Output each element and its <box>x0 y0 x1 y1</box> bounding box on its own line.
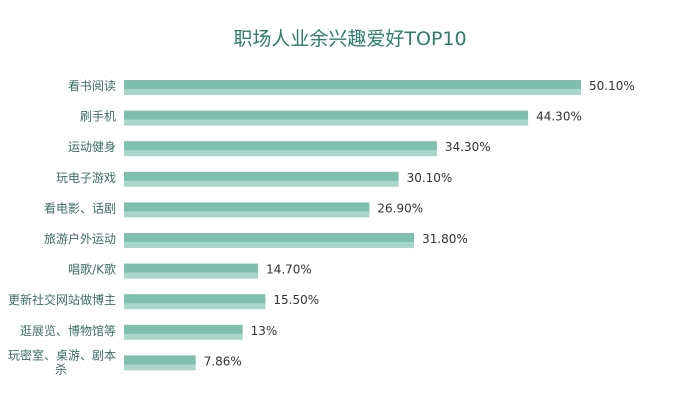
category-label: 刷手机 <box>80 110 116 124</box>
bar <box>124 233 415 242</box>
chart-title: 职场人业余兴趣爱好TOP10 <box>233 28 467 50</box>
value-label: 15.50% <box>273 293 319 307</box>
bar <box>124 141 437 151</box>
category-label: 玩密室、桌游、剧本杀 <box>8 347 116 376</box>
category-label: 运动健身 <box>68 139 116 154</box>
category-label: 更新社交网站做博主 <box>8 292 116 307</box>
bar <box>124 324 243 334</box>
bar <box>124 80 581 89</box>
bar <box>124 355 196 365</box>
category-label: 看书阅读 <box>68 79 116 93</box>
category-label: 旅游户外运动 <box>44 231 116 246</box>
value-label: 26.90% <box>377 201 423 215</box>
category-label: 看电影、话剧 <box>44 201 116 215</box>
value-label: 44.30% <box>536 110 582 124</box>
bar <box>124 294 266 304</box>
category-label: 玩电子游戏 <box>56 171 116 185</box>
category-label: 唱歌/K歌 <box>68 262 116 277</box>
bar <box>124 263 259 273</box>
value-label: 13% <box>251 324 278 338</box>
value-label: 34.30% <box>445 140 491 154</box>
category-label: 逛展览、博物馆等 <box>20 323 116 338</box>
value-label: 31.80% <box>422 232 468 246</box>
value-label: 14.70% <box>266 263 312 277</box>
bar <box>124 171 399 181</box>
bar <box>124 110 529 120</box>
value-label: 50.10% <box>589 79 635 93</box>
value-label: 7.86% <box>204 354 242 368</box>
value-label: 30.10% <box>407 171 453 185</box>
bar <box>124 202 370 212</box>
